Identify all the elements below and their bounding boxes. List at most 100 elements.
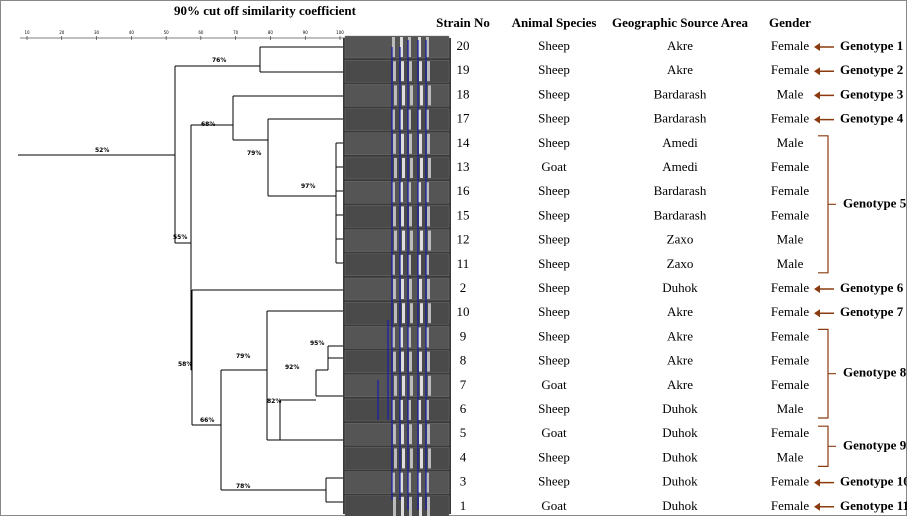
scale-tick-label: 80	[268, 30, 274, 35]
table-cell: Female	[771, 353, 809, 368]
table-cell: Sheep	[538, 86, 570, 101]
table-cell: 6	[460, 401, 467, 416]
table-cell: 14	[457, 135, 471, 150]
gel-band	[409, 279, 412, 299]
scale-tick-label: 60	[198, 30, 204, 35]
node-label: 79%	[247, 150, 261, 157]
table-cell: Sheep	[538, 449, 570, 464]
table-cell: Male	[777, 401, 804, 416]
table-cell: Sheep	[538, 232, 570, 247]
table-cell: Akre	[667, 328, 693, 343]
node-label: 95%	[310, 340, 324, 347]
gel-band	[401, 61, 404, 81]
table-cell: Female	[771, 183, 809, 198]
table-cell: Zaxo	[667, 256, 694, 271]
table-cell: 20	[457, 38, 470, 53]
table-cell: Sheep	[538, 207, 570, 222]
table-cell: Akre	[667, 353, 693, 368]
gel-band	[428, 158, 431, 178]
gel-band	[410, 85, 413, 105]
genotype-label: Genotype 3	[840, 86, 904, 101]
gel-band	[419, 497, 422, 516]
gel-band	[420, 85, 423, 105]
gel-band	[394, 303, 397, 323]
gel-band	[427, 134, 430, 154]
gel-band	[393, 352, 396, 372]
table-cell: Female	[771, 207, 809, 222]
table-cell: Sheep	[538, 304, 570, 319]
scale-tick-label: 50	[164, 30, 170, 35]
gel-band	[410, 303, 413, 323]
table-cell: Sheep	[538, 401, 570, 416]
table-cell: 8	[460, 353, 467, 368]
gel-band	[419, 279, 422, 299]
genotype-label: Genotype 7	[840, 304, 904, 319]
node-label: 92%	[285, 364, 299, 371]
node-label: 76%	[212, 57, 226, 64]
scale-tick-label: 30	[94, 30, 100, 35]
gel-band	[428, 376, 431, 396]
gel-band	[419, 134, 422, 154]
table-cell: Duhok	[662, 401, 698, 416]
gel-band	[393, 61, 396, 81]
table-cell: Amedi	[662, 135, 698, 150]
node-label: 79%	[236, 353, 250, 360]
node-label: 82%	[267, 398, 281, 405]
gel-band	[393, 279, 396, 299]
gel-band	[420, 231, 423, 251]
gel-band	[410, 231, 413, 251]
gel-band	[428, 303, 431, 323]
genotype-label: Genotype 8	[843, 365, 907, 380]
table-cell: Amedi	[662, 159, 698, 174]
node-label: 58%	[178, 361, 192, 368]
node-label: 66%	[200, 417, 214, 424]
gel-lane	[345, 326, 449, 348]
table-cell: 4	[460, 449, 467, 464]
gel-band	[427, 61, 430, 81]
gel-band	[420, 376, 423, 396]
gel-lane	[345, 60, 449, 82]
gel-lane	[345, 423, 449, 445]
node-label: 97%	[301, 183, 315, 190]
gel-band	[401, 424, 404, 444]
table-cell: Sheep	[538, 135, 570, 150]
table-cell: Female	[771, 159, 809, 174]
gel-band	[427, 424, 430, 444]
table-cell: Sheep	[538, 38, 570, 53]
gel-band	[393, 134, 396, 154]
table-cell: Zaxo	[667, 232, 694, 247]
gel-band	[427, 497, 430, 516]
scale-tick-label: 10	[24, 30, 30, 35]
table-cell: Goat	[541, 498, 567, 513]
gel-band	[409, 352, 412, 372]
gel-band	[402, 231, 405, 251]
table-cell: 3	[460, 474, 467, 489]
table-cell: Female	[771, 377, 809, 392]
gel-lane	[345, 278, 449, 300]
gel-band	[419, 424, 422, 444]
column-header: Gender	[769, 15, 811, 30]
table-cell: 17	[457, 111, 471, 126]
table-cell: Duhok	[662, 474, 698, 489]
gel-lane	[345, 36, 449, 58]
scale-tick-label: 70	[233, 30, 239, 35]
gel-band	[401, 497, 404, 516]
table-cell: Male	[777, 256, 804, 271]
genotype-label: Genotype 4	[840, 111, 904, 126]
table-cell: 18	[457, 86, 470, 101]
gel-band	[428, 448, 431, 468]
gel-band	[394, 448, 397, 468]
table-cell: Akre	[667, 38, 693, 53]
genotype-label: Genotype 6	[840, 280, 904, 295]
gel-band	[419, 352, 422, 372]
table-cell: 2	[460, 280, 467, 295]
gel-band	[393, 206, 396, 226]
table-cell: Female	[771, 425, 809, 440]
gel-band	[427, 352, 430, 372]
scale-tick-label: 20	[59, 30, 65, 35]
table-cell: 9	[460, 328, 467, 343]
gel-band	[402, 376, 405, 396]
table-cell: Sheep	[538, 256, 570, 271]
gel-band	[420, 158, 423, 178]
gel-band	[401, 279, 404, 299]
